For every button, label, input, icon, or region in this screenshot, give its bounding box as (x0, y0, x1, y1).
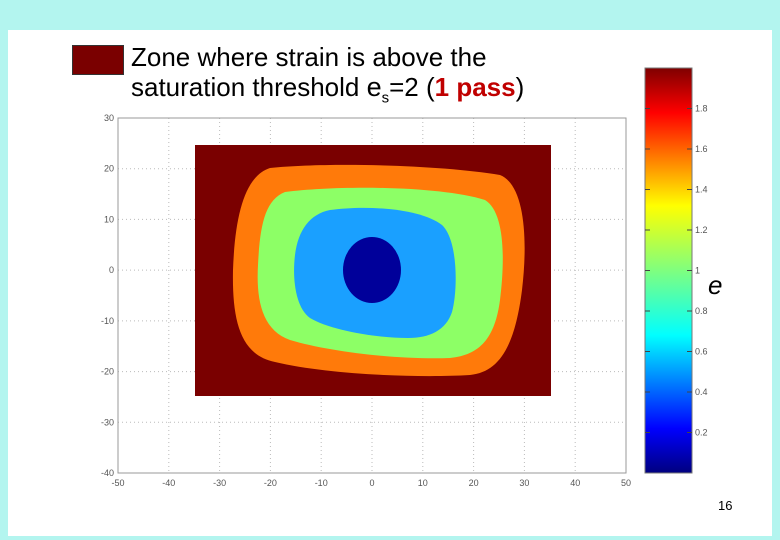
x-tick-label: 30 (519, 478, 529, 488)
x-tick-label: -10 (315, 478, 328, 488)
pass-label: 1 pass (434, 72, 516, 102)
strain-symbol: es (366, 72, 390, 107)
y-tick-label: 20 (104, 164, 114, 174)
x-tick-label: 0 (369, 478, 374, 488)
title-close-paren: ) (515, 72, 525, 102)
y-tick-label: 0 (109, 265, 114, 275)
title-line-2: saturation threshold es=2 (1 pass) (131, 72, 524, 113)
colorbar-tick-label: 1.8 (695, 104, 708, 114)
colorbar-tick-label: 1.6 (695, 144, 708, 154)
colorbar-tick-labels: 1.8 1.6 1.4 1.2 1 0.8 0.6 0.4 0.2 (645, 104, 708, 438)
x-tick-label: 40 (570, 478, 580, 488)
plot-axes-box (117, 117, 627, 474)
colorbar-label: e (708, 270, 723, 300)
x-tick-labels: -50 -40 -30 -20 -10 0 10 20 30 40 50 (111, 478, 631, 488)
x-tick-label: 10 (418, 478, 428, 488)
contour-blue-core (343, 237, 401, 303)
title-line-1: Zone where strain is above the (131, 42, 487, 72)
colorbar (644, 67, 693, 474)
y-tick-label: -20 (101, 367, 114, 377)
colorbar-tick-label: 1.2 (695, 225, 708, 235)
y-tick-label: -40 (101, 468, 114, 478)
x-tick-label: -30 (213, 478, 226, 488)
colorbar-tick-label: 0.8 (695, 306, 708, 316)
y-tick-labels: 30 20 10 0 -10 -20 -30 -40 (101, 113, 114, 478)
x-tick-label: 20 (469, 478, 479, 488)
threshold-value: =2 ( (389, 72, 435, 102)
colorbar-tick-label: 0.2 (695, 428, 708, 438)
x-tick-label: 50 (621, 478, 631, 488)
colorbar-tick-label: 1.4 (695, 185, 708, 195)
page-number: 16 (718, 498, 733, 513)
x-tick-label: -40 (162, 478, 175, 488)
colorbar-tick-label: 0.4 (695, 387, 708, 397)
colorbar-tick-label: 1 (695, 266, 700, 276)
colorbar-tick-label: 0.6 (695, 347, 708, 357)
slide-title: Zone where strain is above the saturatio… (131, 42, 524, 113)
y-tick-label: 10 (104, 214, 114, 224)
title-line-2-prefix: saturation threshold (131, 72, 367, 102)
y-tick-label: -10 (101, 316, 114, 326)
y-tick-label: -30 (101, 417, 114, 427)
x-tick-label: -50 (111, 478, 124, 488)
x-tick-label: -20 (264, 478, 277, 488)
saturated-zone-swatch (72, 45, 124, 75)
y-tick-label: 30 (104, 113, 114, 123)
